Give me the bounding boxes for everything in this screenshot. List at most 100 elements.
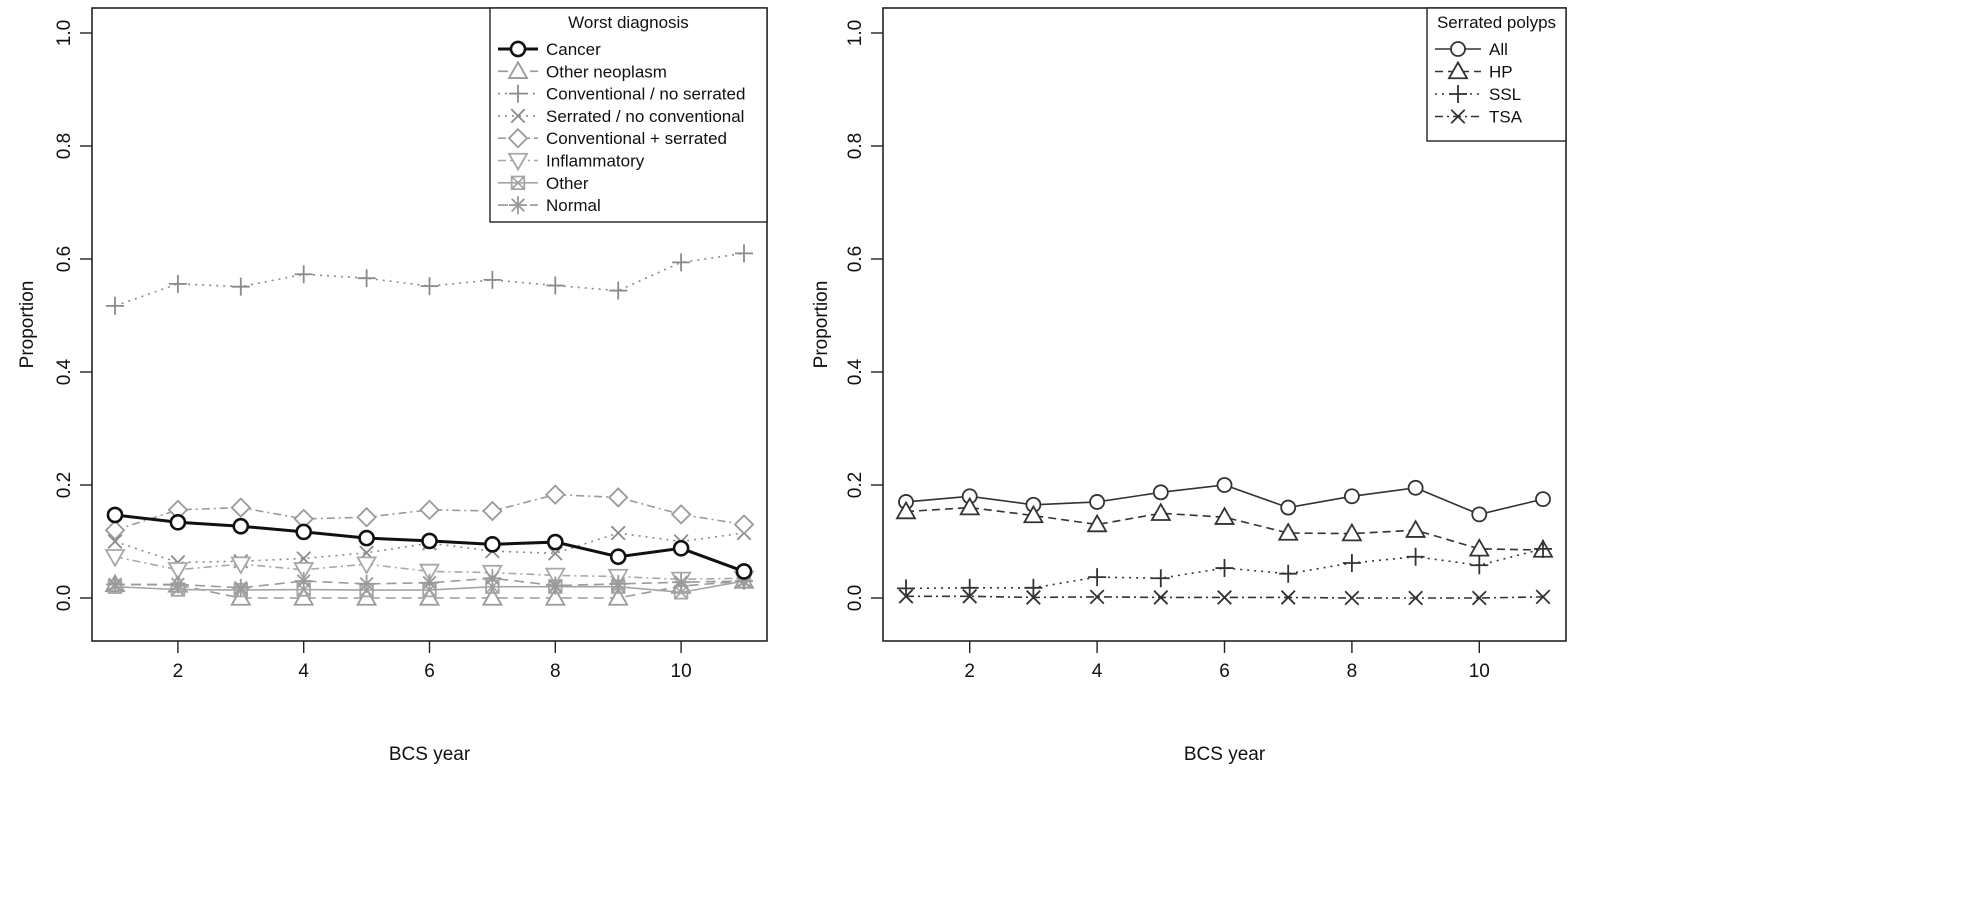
y-axis-label: Proportion: [17, 281, 38, 369]
legend-label-cancer: Cancer: [546, 40, 601, 59]
data-point-other: [673, 585, 689, 600]
data-point-ssl: [897, 579, 915, 598]
data-point-ssl: [1024, 578, 1043, 597]
data-point-ssl: [1342, 553, 1361, 572]
legend-marker-inflammatory: [507, 152, 529, 172]
series-conventional-serrated: [104, 484, 755, 541]
data-point-conventional-no-serrated: [672, 253, 691, 272]
data-point-normal: [483, 569, 502, 588]
legend-label-ssl: SSL: [1489, 85, 1521, 104]
data-point-conventional-serrated: [545, 484, 566, 505]
y-tick-label: 0.4: [54, 358, 75, 385]
legend-label-tsa: TSA: [1489, 108, 1523, 127]
data-point-ssl: [1151, 569, 1170, 588]
data-point-normal: [357, 574, 376, 593]
data-point-ssl: [1088, 568, 1107, 587]
data-point-all: [1343, 488, 1360, 505]
data-point-hp: [1022, 504, 1044, 524]
x-tick-label: 4: [1092, 661, 1103, 682]
x-axis-label: BCS year: [389, 744, 471, 765]
legend: Serrated polyps All HP SSL TSA: [1426, 7, 1567, 142]
y-tick-label: 1.0: [845, 20, 866, 46]
x-tick-label: 8: [1347, 661, 1358, 682]
data-point-cancer: [169, 513, 187, 531]
legend-label-serrated-no-conventional: Serrated / no conventional: [546, 107, 744, 126]
data-point-inflammatory: [167, 562, 189, 581]
y-tick-label: 0.8: [845, 133, 866, 159]
legend-label-conventional-no-serrated: Conventional / no serrated: [546, 85, 745, 104]
data-point-all: [1535, 491, 1551, 508]
data-point-conventional-serrated: [733, 514, 755, 535]
data-point-other-neoplasm: [607, 587, 629, 606]
legend: Worst diagnosis Cancer Other neoplasm Conve…: [489, 7, 768, 223]
data-point-ssl: [1215, 559, 1234, 578]
data-point-all: [1216, 477, 1233, 493]
series-line-hp: [905, 506, 1544, 551]
data-point-conventional-no-serrated: [546, 276, 565, 295]
data-point-normal: [106, 575, 124, 594]
legend-marker-hp: [1447, 60, 1469, 80]
series-tsa: [898, 588, 1551, 606]
data-point-hp: [895, 500, 917, 520]
data-point-ssl: [1470, 556, 1489, 575]
data-point-conventional-serrated: [419, 499, 440, 521]
data-point-ssl: [1534, 539, 1552, 558]
y-tick-label: 0.8: [54, 133, 75, 159]
data-point-tsa: [1026, 590, 1041, 605]
data-point-tsa: [1089, 589, 1105, 605]
data-point-inflammatory: [230, 556, 252, 575]
data-point-normal: [231, 578, 250, 597]
series-ssl: [897, 539, 1552, 598]
data-point-hp: [1150, 502, 1172, 521]
data-point-inflammatory: [418, 563, 441, 583]
data-point-hp: [959, 496, 981, 516]
data-point-other-neoplasm: [293, 587, 315, 606]
series-line-other-neoplasm: [114, 580, 745, 599]
legend-label-normal: Normal: [546, 196, 601, 215]
data-point-hp: [1341, 522, 1363, 542]
x-tick-label: 10: [1469, 661, 1490, 682]
series-line-ssl: [905, 548, 1544, 590]
y-tick-label: 0.6: [845, 246, 866, 272]
x-tick-label: 6: [1219, 661, 1230, 682]
data-point-cancer: [735, 563, 753, 580]
legend-title: Serrated polyps: [1437, 13, 1556, 32]
data-point-hp: [1405, 519, 1427, 538]
x-tick-label: 4: [298, 661, 309, 682]
legend-label-other-neoplasm: Other neoplasm: [546, 62, 667, 81]
data-point-normal: [294, 572, 313, 591]
legend-marker-all: [1450, 41, 1466, 57]
legend-label-all: All: [1489, 40, 1508, 59]
data-point-conventional-serrated: [104, 519, 126, 541]
legend-marker-other: [510, 175, 526, 190]
data-point-conventional-serrated: [356, 506, 377, 528]
legend-title: Worst diagnosis: [568, 13, 689, 32]
y-tick-label: 0.2: [54, 472, 75, 498]
data-point-conventional-no-serrated: [231, 277, 250, 296]
data-point-cancer: [295, 523, 313, 541]
data-point-tsa: [1217, 590, 1232, 605]
chart-panel-1: 0.0 0.2 0.4 0.6 0.8 1.0 2 4 6 8 10 BCS year Proporti…: [17, 7, 768, 765]
series-line-conventional-no-serrated: [114, 252, 745, 307]
x-tick-label: 6: [424, 661, 435, 682]
x-tick-label: 2: [964, 661, 975, 682]
data-point-inflammatory: [356, 556, 378, 575]
legend-box: [489, 7, 768, 223]
legend-marker-ssl: [1449, 85, 1467, 103]
data-point-conventional-no-serrated: [483, 270, 502, 289]
data-point-other-neoplasm: [544, 587, 566, 606]
y-tick-label: 0.4: [845, 358, 866, 385]
data-point-all: [1280, 499, 1297, 516]
data-point-conventional-serrated: [482, 500, 503, 522]
legend-label-conventional-serrated: Conventional + serrated: [546, 129, 727, 148]
series-hp: [895, 496, 1554, 558]
legend-marker-conventional-serrated: [507, 127, 529, 149]
x-tick-label: 8: [550, 661, 561, 682]
series-all: [898, 477, 1551, 523]
data-point-serrated-no-conventional: [610, 525, 626, 541]
data-point-inflammatory: [544, 567, 566, 587]
data-point-conventional-no-serrated: [168, 274, 187, 293]
series-line-serrated-no-conventional: [114, 532, 745, 564]
data-point-ssl: [1279, 564, 1298, 583]
